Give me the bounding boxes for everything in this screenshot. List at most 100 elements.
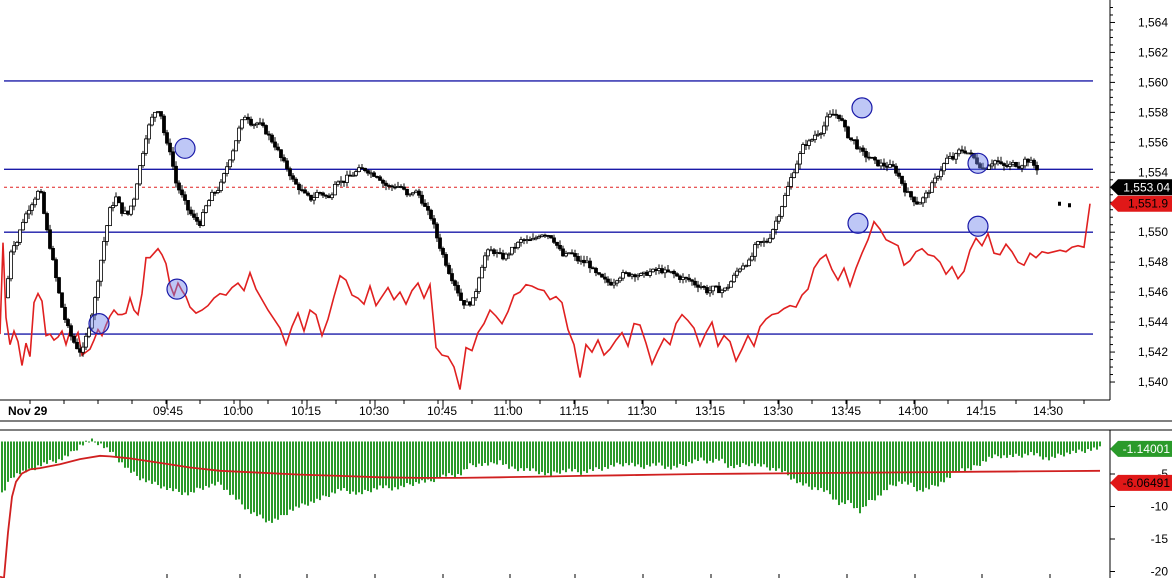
candle-body [420, 194, 424, 204]
candle-body [432, 218, 436, 225]
candle [756, 240, 760, 249]
histogram-bar [1066, 441, 1068, 453]
candle [180, 185, 184, 198]
candle [87, 326, 91, 339]
histogram-bar [616, 441, 618, 463]
candle [168, 138, 172, 156]
histogram-bar [478, 441, 480, 464]
candle-body [519, 239, 523, 243]
candle-body [165, 132, 169, 144]
candle [303, 187, 307, 194]
candle-body [294, 178, 298, 185]
candle [822, 121, 826, 137]
histogram-bar [490, 441, 492, 463]
candle [960, 145, 964, 154]
histogram-bar [874, 441, 876, 501]
histogram-bar [415, 441, 417, 483]
candle-body [201, 212, 205, 226]
candle-body [135, 183, 139, 200]
histogram-bar [13, 441, 15, 478]
price-y-tick-label: 1,544 [1138, 315, 1168, 329]
candle-body [198, 220, 202, 226]
candle-body [327, 195, 331, 199]
candle [201, 208, 205, 227]
time-tick-label: 13:15 [695, 404, 725, 418]
time-tick-label: 10:30 [359, 404, 389, 418]
candle [846, 125, 850, 139]
histogram-bar [259, 441, 261, 515]
histogram-bar [733, 441, 735, 469]
candle-body [159, 111, 163, 117]
candle-body [237, 127, 241, 142]
histogram-bar [745, 441, 747, 465]
histogram-bar [721, 441, 723, 459]
candle-body [324, 194, 328, 197]
candle [1002, 162, 1006, 171]
candle [306, 191, 310, 197]
candle-body [546, 235, 550, 237]
candle-body [834, 113, 838, 116]
candle-body [150, 116, 154, 126]
candle-body [282, 157, 286, 162]
histogram-bar [40, 441, 42, 467]
candle-body [180, 189, 184, 196]
histogram-bar [811, 441, 813, 490]
time-tick-label: 14:00 [898, 404, 928, 418]
candle-body [99, 259, 103, 282]
candle-body [486, 249, 490, 257]
histogram-bar [280, 441, 282, 516]
candle [366, 169, 370, 176]
candle-body [351, 174, 355, 177]
candle [711, 285, 715, 296]
candle [336, 180, 340, 187]
candle-body [1008, 163, 1012, 167]
histogram-bar [274, 441, 276, 519]
candle-body [858, 147, 862, 150]
histogram-bar [82, 441, 84, 446]
candle [378, 175, 382, 181]
candle [162, 114, 166, 136]
histogram-bar [889, 441, 891, 485]
candle-body [129, 205, 133, 215]
histogram-bar [268, 441, 270, 521]
candle [234, 140, 238, 152]
candle [84, 332, 88, 351]
candle [807, 138, 811, 150]
candle-body [705, 287, 709, 294]
candle [183, 191, 187, 205]
candle-body [243, 116, 247, 121]
candle-body [933, 177, 937, 184]
histogram-bar [1078, 441, 1080, 450]
signal-marker [851, 97, 873, 119]
time-tick-label: 13:30 [763, 404, 793, 418]
candle-body [1035, 165, 1039, 171]
candle-body [828, 113, 832, 118]
histogram-bar [556, 441, 558, 473]
histogram-bar [907, 441, 909, 485]
histogram-bar [316, 441, 318, 499]
candle-body [702, 285, 706, 288]
candle [135, 183, 139, 200]
histogram-bar [451, 441, 453, 476]
candle-body [696, 284, 700, 288]
histogram-bar [802, 441, 804, 486]
candle-body [846, 126, 850, 139]
candle-body [492, 249, 496, 255]
candle-body [258, 122, 262, 125]
histogram-bar [97, 441, 99, 446]
candle [774, 216, 778, 235]
candle-body [12, 245, 16, 253]
time-tick-label: 09:45 [153, 404, 183, 418]
histogram-bar [973, 441, 975, 466]
histogram-bar [949, 441, 951, 479]
histogram-bar [799, 441, 801, 483]
candle-body [120, 202, 124, 214]
candle [57, 276, 61, 295]
histogram-bar [235, 441, 237, 500]
candle-body [954, 153, 958, 160]
candle [294, 177, 298, 185]
candle [897, 168, 901, 179]
histogram-bar [928, 441, 930, 490]
candle-body [936, 176, 940, 179]
histogram-bar [211, 441, 213, 484]
